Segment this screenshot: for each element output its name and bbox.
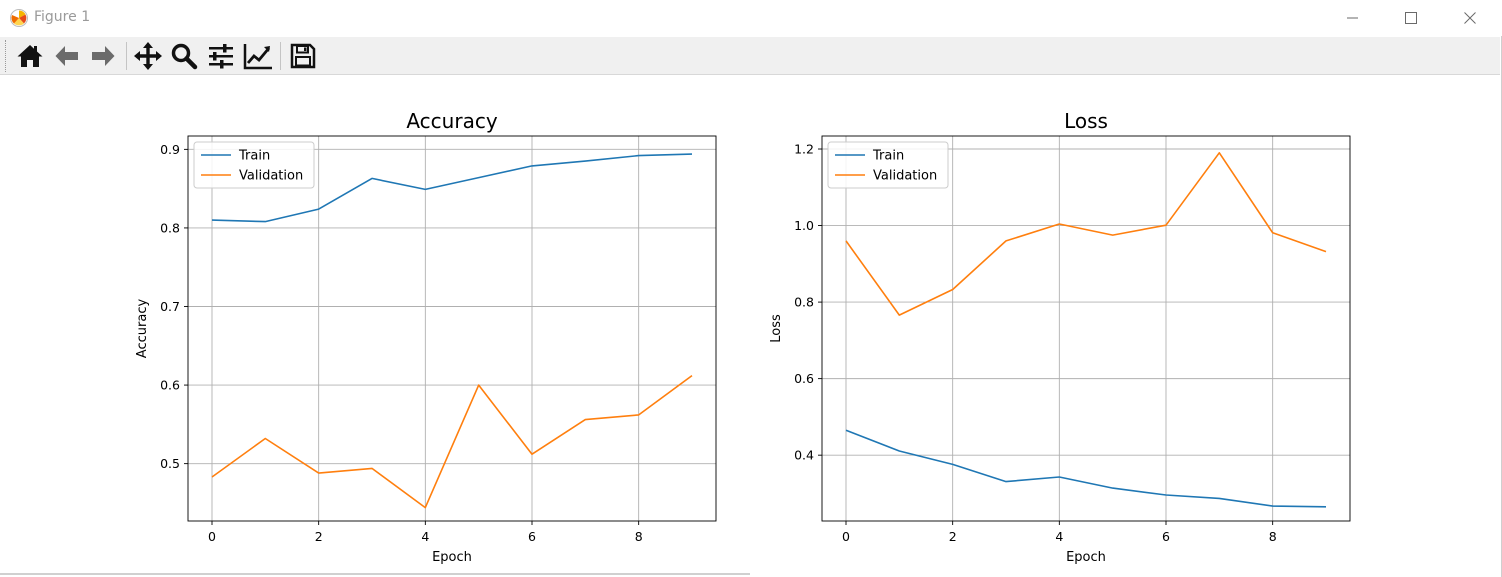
loss-y-tick-label: 0.8 xyxy=(794,295,814,310)
save-button[interactable] xyxy=(286,40,320,72)
navigation-toolbar xyxy=(0,37,1500,75)
accuracy-x-tick-label: 0 xyxy=(208,529,216,544)
accuracy-series-train-line xyxy=(211,153,693,223)
accuracy-y-tick-label: 0.7 xyxy=(160,299,180,314)
toolbar-separator xyxy=(280,42,281,70)
loss-series-train-line xyxy=(845,429,1327,508)
accuracy-axes-frame xyxy=(187,135,717,522)
loss-y-axis-label: Loss xyxy=(769,314,784,343)
home-icon xyxy=(17,45,43,67)
maximize-button[interactable] xyxy=(1382,0,1440,36)
edit-axes-button[interactable] xyxy=(241,40,275,72)
loss-x-tick-label: 6 xyxy=(1162,529,1170,544)
toolbar-separator xyxy=(126,42,127,70)
forward-button[interactable] xyxy=(86,40,120,72)
loss-y-tick-label: 1.2 xyxy=(794,142,814,157)
accuracy-x-tick-label: 6 xyxy=(528,529,536,544)
figure-canvas[interactable]: 0 2 4 6 8 0.5 0.6 0.7 0.8 0.9 Accuracy Epoch Accurac… xyxy=(0,76,1500,573)
loss-y-tick-label: 0.6 xyxy=(794,371,814,386)
accuracy-x-tick-label: 4 xyxy=(421,529,429,544)
accuracy-y-tick-label: 0.9 xyxy=(160,142,180,157)
accuracy-y-tick-label: 0.6 xyxy=(160,378,180,393)
window-title: Figure 1 xyxy=(34,9,91,25)
sliders-icon xyxy=(209,44,233,69)
accuracy-legend-train-label: Train xyxy=(238,149,270,164)
loss-x-tick-label: 4 xyxy=(1055,529,1063,544)
loss-legend-validation-label: Validation xyxy=(873,169,937,184)
close-button[interactable] xyxy=(1441,0,1499,36)
loss-x-tick-label: 8 xyxy=(1269,529,1277,544)
loss-x-axis-label: Epoch xyxy=(1066,550,1106,565)
loss-series-validation-line xyxy=(845,152,1327,316)
accuracy-series-validation-line xyxy=(211,374,693,509)
arrow-right-icon xyxy=(92,46,115,66)
loss-x-tick-label: 0 xyxy=(842,529,850,544)
accuracy-legend-validation-label: Validation xyxy=(239,169,303,184)
line-chart-icon xyxy=(243,44,272,70)
back-button[interactable] xyxy=(50,40,84,72)
loss-legend-box xyxy=(827,141,949,189)
title-bar[interactable]: Figure 1 xyxy=(0,0,1502,36)
loss-y-tick-label: 0.4 xyxy=(794,448,814,463)
matplotlib-logo-icon xyxy=(10,9,28,27)
pan-button[interactable] xyxy=(131,40,165,72)
toolbar-grip[interactable] xyxy=(5,40,7,72)
loss-chart-title: Loss xyxy=(1064,109,1108,133)
accuracy-x-axis-label: Epoch xyxy=(432,550,472,565)
accuracy-x-tick-label: 8 xyxy=(635,529,643,544)
arrow-left-icon xyxy=(55,46,78,66)
minimize-button[interactable] xyxy=(1324,0,1382,36)
accuracy-legend-box xyxy=(193,141,315,189)
loss-x-tick-label: 2 xyxy=(949,529,957,544)
zoom-button[interactable] xyxy=(167,40,201,72)
accuracy-y-tick-label: 0.8 xyxy=(160,220,180,235)
minimize-icon xyxy=(1347,17,1358,19)
home-button[interactable] xyxy=(13,40,47,72)
accuracy-y-axis-label: Accuracy xyxy=(135,299,150,359)
accuracy-chart-title: Accuracy xyxy=(406,109,497,133)
accuracy-y-tick-label: 0.5 xyxy=(160,456,180,471)
figure-plots: 0 2 4 6 8 0.5 0.6 0.7 0.8 0.9 Accuracy Epoch Accurac… xyxy=(135,109,1351,565)
window-bottom-border xyxy=(0,573,750,575)
loss-axes-frame xyxy=(821,135,1351,522)
loss-y-tick-label: 1.0 xyxy=(794,218,814,233)
accuracy-x-tick-label: 2 xyxy=(315,529,323,544)
subplots-button[interactable] xyxy=(204,40,238,72)
maximize-icon xyxy=(1405,12,1417,24)
move-icon xyxy=(134,42,162,70)
close-icon xyxy=(1464,12,1476,24)
magnifier-icon xyxy=(171,43,198,70)
loss-legend-train-label: Train xyxy=(872,149,904,164)
floppy-disk-icon xyxy=(290,43,316,69)
